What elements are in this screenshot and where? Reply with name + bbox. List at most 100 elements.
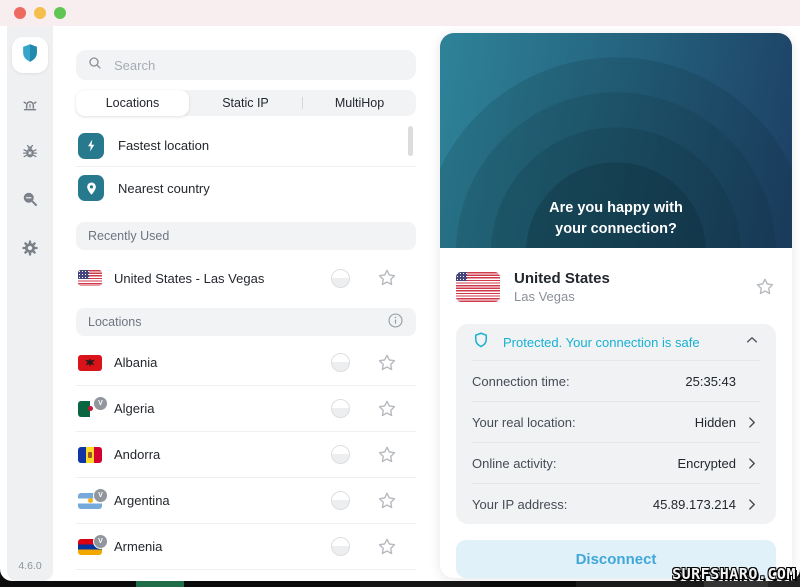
detail-value: Encrypted xyxy=(677,455,736,471)
info-icon[interactable] xyxy=(387,312,404,332)
zoom-button[interactable] xyxy=(54,7,66,19)
detail-value: 45.89.173.214 xyxy=(652,496,736,512)
country-name: Argentina xyxy=(114,493,170,508)
status-text: Protected. Your connection is safe xyxy=(503,334,700,350)
desktop-background-strip xyxy=(0,577,800,587)
favorite-star-icon[interactable] xyxy=(376,444,398,466)
quick-item-label: Nearest country xyxy=(118,180,210,196)
sidebar-item-settings[interactable] xyxy=(20,238,40,258)
country-name: Albania xyxy=(114,355,158,370)
quick-item-label: Fastest location xyxy=(118,138,210,153)
recently-used-header: Recently Used xyxy=(76,222,416,250)
tab-locations[interactable]: Locations xyxy=(76,90,189,116)
chevron-right-icon[interactable] xyxy=(742,495,760,513)
watermark: SURFSHARO.COM xyxy=(672,565,796,583)
latency-indicator xyxy=(331,268,350,288)
fastest-location-item[interactable]: Fastest location xyxy=(76,125,416,167)
shield-icon xyxy=(19,42,41,69)
chevron-right-icon[interactable] xyxy=(742,413,760,431)
search-input[interactable] xyxy=(112,56,405,74)
search-bar[interactable] xyxy=(76,50,416,80)
detail-row[interactable]: Your IP address: 45.89.173.214 xyxy=(472,483,760,524)
latency-indicator xyxy=(331,491,350,510)
country-flag-icon: V xyxy=(78,446,102,463)
favorite-star-icon[interactable] xyxy=(754,276,776,298)
shield-outline-icon xyxy=(472,331,490,354)
locations-panel: Locations Static IP MultiHop Fastest loc… xyxy=(76,26,416,581)
latency-indicator xyxy=(331,445,350,464)
gear-icon xyxy=(20,240,40,262)
disconnect-button[interactable]: Disconnect xyxy=(456,540,776,578)
latency-indicator xyxy=(331,537,350,556)
detail-row[interactable]: Online activity: Encrypted xyxy=(472,442,760,483)
detail-row[interactable]: Your real location: Hidden xyxy=(472,401,760,442)
country-name: Andorra xyxy=(114,447,161,462)
favorite-star-icon[interactable] xyxy=(376,490,398,512)
us-flag-icon xyxy=(78,270,102,286)
virtual-location-badge: V xyxy=(93,533,108,549)
tab-static-ip[interactable]: Static IP xyxy=(222,96,269,110)
connection-question: Are you happy with your connection? xyxy=(549,199,683,237)
country-row[interactable]: V Andorra xyxy=(76,432,416,478)
tab-multihop[interactable]: MultiHop xyxy=(334,96,385,110)
country-row[interactable]: V Argentina xyxy=(76,478,416,524)
chevron-up-icon[interactable] xyxy=(744,332,760,353)
connection-hero: Are you happy with your connection? xyxy=(440,33,792,248)
favorite-star-icon[interactable] xyxy=(376,352,398,374)
tab-bar: Locations Static IP MultiHop xyxy=(76,90,416,116)
virtual-location-badge: V xyxy=(93,395,108,411)
detail-label: Your IP address: xyxy=(472,496,568,512)
scrollbar[interactable] xyxy=(408,126,413,156)
sidebar-item-alert[interactable] xyxy=(20,95,40,115)
connected-location: United States Las Vegas xyxy=(456,262,776,312)
connection-panel: Are you happy with your connection? Unit… xyxy=(440,33,792,578)
connected-city: Las Vegas xyxy=(514,289,575,304)
connection-details: Protected. Your connection is safe Conne… xyxy=(456,324,776,524)
detail-row[interactable]: Connection time: 25:35:43 xyxy=(472,360,760,401)
us-flag-icon xyxy=(456,272,500,302)
detail-label: Online activity: xyxy=(472,455,557,471)
latency-indicator xyxy=(331,399,350,418)
country-name: Armenia xyxy=(114,539,163,554)
detail-label: Your real location: xyxy=(472,414,576,430)
sidebar-item-vpn[interactable] xyxy=(12,37,48,73)
country-row[interactable]: V Albania xyxy=(76,340,416,386)
country-row[interactable]: V Armenia xyxy=(76,524,416,570)
search-icon xyxy=(87,55,103,76)
sidebar-item-antivirus[interactable] xyxy=(20,142,40,162)
titlebar xyxy=(0,0,800,26)
lightning-icon xyxy=(78,132,104,159)
country-list: V Albania xyxy=(76,340,416,570)
chevron-right-icon[interactable] xyxy=(742,454,760,472)
country-row[interactable]: V Algeria xyxy=(76,386,416,432)
country-flag-icon: V xyxy=(78,354,102,371)
detail-value: 25:35:43 xyxy=(685,373,736,389)
country-flag-icon: V xyxy=(78,395,108,417)
close-button[interactable] xyxy=(14,7,26,19)
sidebar-item-search[interactable] xyxy=(20,189,40,209)
favorite-star-icon[interactable] xyxy=(376,536,398,558)
connected-country: United States xyxy=(514,270,610,287)
search-magnifier-icon xyxy=(20,192,40,213)
country-flag-icon: V xyxy=(78,487,108,509)
detail-label: Connection time: xyxy=(472,373,570,389)
siren-icon xyxy=(20,101,40,119)
location-rows: Fastest location Nearest country Recentl… xyxy=(76,125,416,570)
protected-status[interactable]: Protected. Your connection is safe xyxy=(472,324,760,360)
locations-header: Locations xyxy=(76,308,416,336)
bug-icon xyxy=(20,144,40,166)
sidebar: 4.6.0 xyxy=(7,26,53,581)
country-name: Algeria xyxy=(114,401,155,416)
recent-location-label: United States - Las Vegas xyxy=(114,270,265,286)
minimize-button[interactable] xyxy=(34,7,46,19)
latency-indicator xyxy=(331,353,350,372)
nearest-country-item[interactable]: Nearest country xyxy=(76,167,416,209)
favorite-star-icon[interactable] xyxy=(376,398,398,420)
app-version: 4.6.0 xyxy=(18,560,42,572)
recent-location-item[interactable]: United States - Las Vegas xyxy=(76,258,416,298)
favorite-star-icon[interactable] xyxy=(376,267,398,289)
detail-value: Hidden xyxy=(694,414,736,430)
country-flag-icon: V xyxy=(78,533,108,555)
